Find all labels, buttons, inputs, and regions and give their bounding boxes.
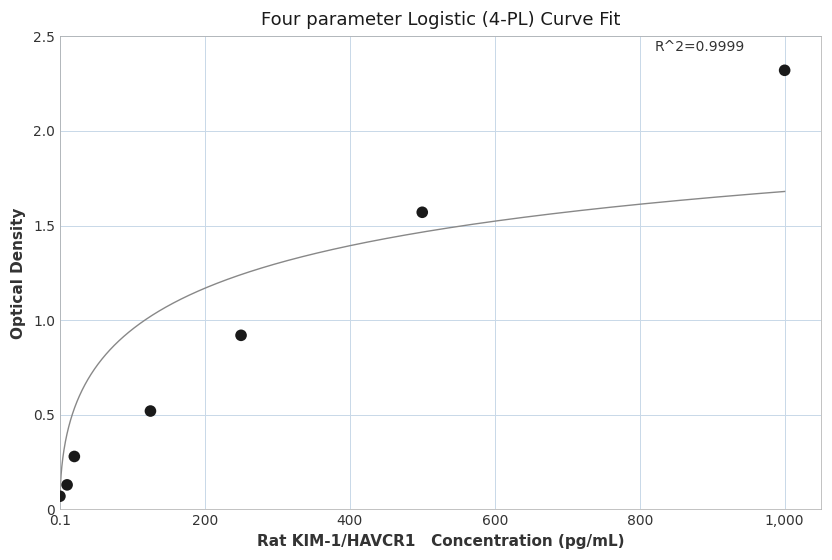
Point: [61, 480, 74, 489]
Text: R^2=0.9999: R^2=0.9999: [654, 40, 745, 54]
Point: [416, 208, 429, 217]
Point: [144, 407, 157, 416]
Y-axis label: Optical Density: Optical Density: [11, 207, 26, 339]
X-axis label: Rat KIM-1/HAVCR1   Concentration (pg/mL): Rat KIM-1/HAVCR1 Concentration (pg/mL): [256, 534, 624, 549]
Point: [67, 452, 81, 461]
Title: Four parameter Logistic (4-PL) Curve Fit: Four parameter Logistic (4-PL) Curve Fit: [260, 11, 620, 29]
Point: [778, 66, 791, 75]
Point: [53, 492, 67, 501]
Point: [235, 331, 248, 340]
